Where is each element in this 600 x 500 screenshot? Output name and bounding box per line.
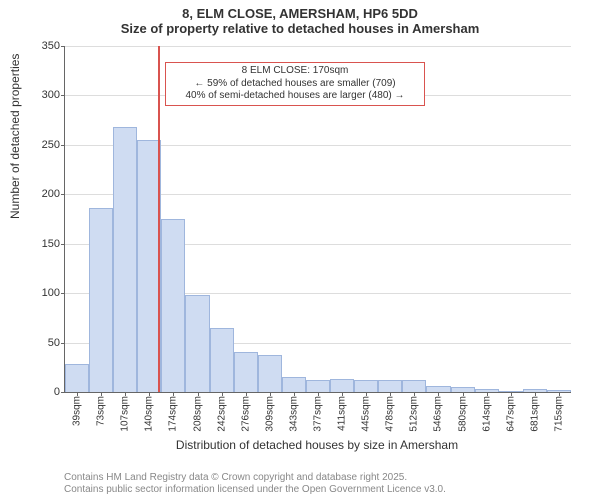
xtick-label: 411sqm <box>337 396 348 431</box>
plot-area: 8 ELM CLOSE: 170sqm ← 59% of detached ho… <box>64 46 571 393</box>
xtick-label: 614sqm <box>481 396 492 432</box>
bar <box>378 380 402 392</box>
bar <box>547 390 571 392</box>
bar <box>402 380 426 392</box>
callout-line-1: 8 ELM CLOSE: 170sqm <box>172 65 418 78</box>
bar <box>113 127 137 392</box>
reference-line <box>158 46 160 392</box>
ytick-label: 50 <box>48 337 60 349</box>
bar <box>426 386 450 392</box>
footnote: Contains HM Land Registry data © Crown c… <box>64 472 446 496</box>
bar <box>210 328 234 392</box>
xtick-label: 107sqm <box>120 396 131 432</box>
xtick-label: 39sqm <box>72 396 83 426</box>
bar <box>523 389 547 392</box>
callout-line-2: ← 59% of detached houses are smaller (70… <box>172 78 418 91</box>
ytick-label: 250 <box>42 139 60 151</box>
ytick-label: 100 <box>42 287 60 299</box>
footnote-line-2: Contains public sector information licen… <box>64 484 446 496</box>
ytick-mark <box>61 392 65 393</box>
xtick-label: 580sqm <box>457 396 468 432</box>
chart-title-sub: Size of property relative to detached ho… <box>0 21 600 40</box>
xtick-label: 478sqm <box>385 396 396 432</box>
xtick-label: 208sqm <box>192 396 203 432</box>
xtick-label: 73sqm <box>96 396 107 426</box>
bar <box>306 380 330 392</box>
xtick-label: 174sqm <box>168 396 179 432</box>
bar <box>234 352 258 392</box>
bar <box>499 391 523 392</box>
xtick-label: 140sqm <box>144 396 155 432</box>
xtick-label: 445sqm <box>361 396 372 432</box>
bar <box>282 377 306 392</box>
ytick-label: 150 <box>42 238 60 250</box>
bar <box>451 387 475 392</box>
xtick-label: 343sqm <box>288 396 299 432</box>
xtick-label: 512sqm <box>409 396 420 432</box>
bar <box>354 380 378 392</box>
chart-title-main: 8, ELM CLOSE, AMERSHAM, HP6 5DD <box>0 0 600 21</box>
xtick-label: 377sqm <box>313 396 324 432</box>
footnote-line-1: Contains HM Land Registry data © Crown c… <box>64 472 446 484</box>
bar <box>185 295 209 392</box>
x-axis-label: Distribution of detached houses by size … <box>64 438 570 452</box>
xtick-label: 715sqm <box>553 396 564 432</box>
xtick-label: 276sqm <box>240 396 251 432</box>
xtick-label: 242sqm <box>216 396 227 432</box>
bar <box>161 219 185 392</box>
ytick-label: 350 <box>42 40 60 52</box>
xtick-label: 546sqm <box>433 396 444 432</box>
ytick-label: 0 <box>54 386 60 398</box>
bar <box>89 208 113 392</box>
bar <box>330 379 354 392</box>
xtick-label: 681sqm <box>529 396 540 432</box>
bar <box>65 364 89 392</box>
y-axis-label: Number of detached properties <box>8 54 22 219</box>
bar <box>258 355 282 392</box>
callout-box: 8 ELM CLOSE: 170sqm ← 59% of detached ho… <box>165 62 425 106</box>
xtick-label: 647sqm <box>505 396 516 432</box>
xtick-label: 309sqm <box>264 396 275 432</box>
callout-line-3: 40% of semi-detached houses are larger (… <box>172 90 418 103</box>
ytick-label: 200 <box>42 188 60 200</box>
chart-container: 8, ELM CLOSE, AMERSHAM, HP6 5DD Size of … <box>0 0 600 500</box>
ytick-label: 300 <box>42 89 60 101</box>
gridline <box>65 46 571 47</box>
bar <box>475 389 499 392</box>
